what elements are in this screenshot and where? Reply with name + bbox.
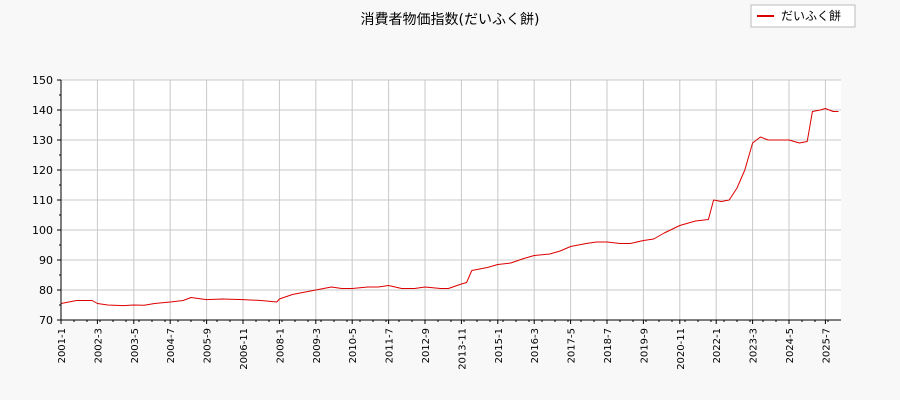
x-tick-label: 2012-9 [421,328,432,363]
y-tick-label: 110 [32,194,53,207]
legend-label: だいふく餅 [781,8,841,23]
x-tick-label: 2018-7 [603,328,614,363]
y-tick-label: 80 [39,284,53,297]
y-tick-label: 100 [32,224,53,237]
y-tick-label: 70 [39,314,53,327]
x-tick-label: 2002-3 [93,328,104,363]
x-tick-label: 2010-5 [348,328,359,363]
y-tick-label: 140 [32,104,53,117]
x-tick-label: 2013-11 [457,328,468,370]
y-tick-label: 130 [32,134,53,147]
x-tick-label: 2008-1 [275,328,286,363]
x-tick-label: 2011-7 [385,328,396,363]
x-tick-label: 2001-1 [57,328,68,363]
x-tick-labels: 2001-1 2002-3 2003-5 2004-7 2005-9 2006-11 200… [57,328,832,370]
x-tick-label: 2003-5 [130,328,141,363]
y-tick-label: 90 [39,254,53,267]
grid [60,79,841,321]
x-tick-label: 2004-7 [166,328,177,363]
series-line [60,108,839,307]
series-layer [60,108,839,307]
legend: だいふく餅 [750,4,856,28]
axes [57,79,841,324]
y-tick-label: 150 [32,74,53,87]
x-tick-label: 2017-5 [567,328,578,363]
legend-box [750,4,856,28]
x-tick-label: 2016-3 [530,328,541,363]
x-tick-label: 2015-1 [494,328,505,363]
y-tick-labels: 70 80 90 100 110 120 130 140 150 [32,74,53,327]
x-tick-label: 2022-1 [712,328,723,363]
x-tick-label: 2005-9 [203,328,214,363]
x-tick-label: 2019-9 [639,328,650,363]
y-tick-label: 120 [32,164,53,177]
x-tick-label: 2006-11 [239,328,250,370]
x-tick-label: 2020-11 [676,328,687,370]
x-tick-label: 2009-3 [312,328,323,363]
chart-title: 消費者物価指数(だいふく餅) [361,11,540,28]
x-tick-label: 2023-3 [749,328,760,363]
x-tick-label: 2024-5 [785,328,796,363]
x-tick-label: 2025-7 [821,328,832,363]
